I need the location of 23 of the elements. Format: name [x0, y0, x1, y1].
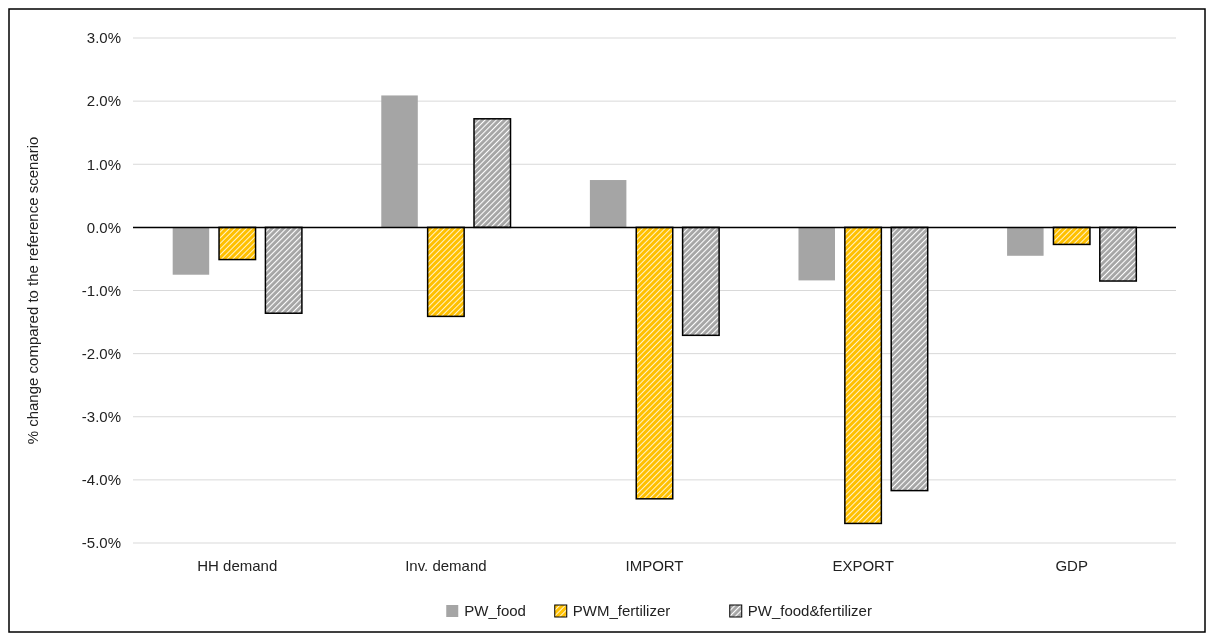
x-tick-label: HH demand	[197, 557, 278, 574]
legend-label: PW_food&fertilizer	[747, 602, 872, 620]
bar	[1007, 227, 1044, 256]
legend-label: PW_food	[464, 602, 526, 620]
legend-label: PWM_fertilizer	[572, 602, 671, 620]
y-tick-label: 1.0%	[86, 155, 121, 173]
bar	[798, 227, 835, 281]
y-tick-label: -4.0%	[81, 471, 121, 489]
bar	[589, 180, 627, 228]
bar	[381, 95, 418, 228]
y-tick-label: -5.0%	[81, 534, 121, 552]
y-tick-label: 3.0%	[86, 29, 121, 47]
bar	[172, 227, 210, 275]
y-tick-label: -3.0%	[81, 408, 121, 425]
y-tick-label: 0.0%	[86, 218, 121, 236]
y-tick-label: -1.0%	[81, 281, 121, 299]
y-axis-title: % change compared to the reference scenario	[24, 136, 41, 445]
y-tick-label: -2.0%	[81, 344, 121, 362]
y-tick-label: 2.0%	[86, 92, 121, 110]
x-tick-label: IMPORT	[625, 557, 684, 574]
x-tick-label: EXPORT	[832, 557, 894, 574]
x-tick-label: Inv. demand	[405, 557, 487, 574]
x-tick-label: GDP	[1055, 557, 1088, 574]
